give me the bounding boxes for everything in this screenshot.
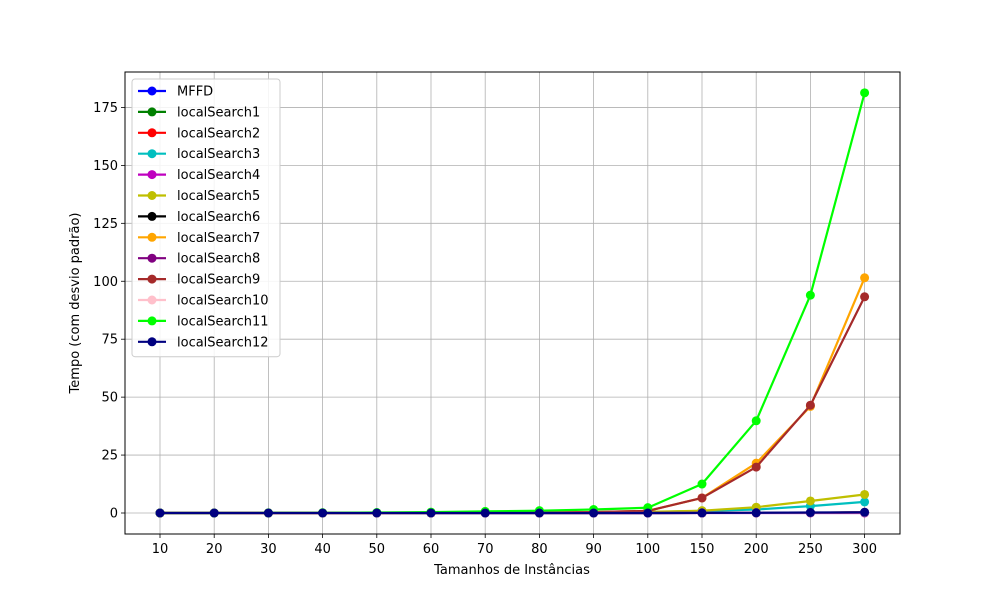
x-tick-label: 200 [744, 542, 769, 557]
x-tick-label: 80 [531, 542, 548, 557]
y-tick-label: 50 [101, 391, 118, 406]
y-tick-label: 75 [101, 333, 118, 348]
data-point [480, 508, 490, 518]
legend-item: localSearch11 [138, 314, 269, 329]
series-lines [155, 88, 870, 518]
legend-label: MFFD [177, 85, 213, 100]
legend-marker [147, 86, 157, 96]
data-point [860, 497, 870, 507]
data-point [805, 508, 815, 518]
data-point [805, 290, 815, 300]
data-point [805, 496, 815, 506]
legend-marker [147, 337, 157, 347]
x-tick-label: 250 [798, 542, 823, 557]
data-point [697, 508, 707, 518]
legend-label: localSearch11 [177, 314, 269, 329]
data-point [860, 489, 870, 499]
x-axis-ticks: 10 20 30 40 50 60 70 80 90 100 150 200 250 300 [152, 534, 877, 557]
y-axis-ticks: 0 25 50 75 100 125 150 175 [93, 101, 125, 522]
legend-marker [147, 274, 157, 284]
data-point [751, 416, 761, 426]
legend-marker [147, 316, 157, 326]
x-tick-label: 90 [585, 542, 602, 557]
y-tick-label: 175 [93, 101, 118, 116]
legend-marker [147, 107, 157, 117]
data-point [209, 508, 219, 518]
x-tick-label: 20 [206, 542, 223, 557]
x-tick-label: 100 [635, 542, 660, 557]
data-point [860, 292, 870, 302]
legend-marker [147, 232, 157, 242]
legend-label: localSearch8 [177, 252, 260, 267]
y-tick-label: 150 [93, 159, 118, 174]
legend-marker [147, 149, 157, 159]
data-point [860, 507, 870, 517]
x-tick-label: 300 [852, 542, 877, 557]
x-tick-label: 50 [369, 542, 386, 557]
legend-item: localSearch1 [138, 105, 260, 120]
legend-marker [147, 211, 157, 221]
legend-item: localSearch5 [138, 189, 260, 204]
x-tick-label: 70 [477, 542, 494, 557]
plot-frame [124, 71, 901, 535]
x-tick-label: 10 [152, 542, 169, 557]
data-point [372, 508, 382, 518]
data-point [426, 508, 436, 518]
series-localSearch12 [155, 507, 870, 518]
y-axis-label: Tempo (com desvio padrão) [68, 213, 83, 395]
legend-label: localSearch9 [177, 273, 260, 288]
x-axis-label: Tamanhos de Instâncias [433, 563, 590, 578]
legend-item: localSearch9 [138, 273, 260, 288]
y-tick-label: 0 [110, 507, 118, 522]
legend-item: localSearch3 [138, 147, 260, 162]
data-point [534, 508, 544, 518]
data-point [155, 508, 165, 518]
legend-item: localSearch10 [138, 294, 269, 309]
x-tick-label: 60 [423, 542, 440, 557]
legend-marker [147, 253, 157, 263]
legend: MFFD localSearch1 localSearch2 localSearch3… [131, 78, 281, 358]
legend-label: localSearch2 [177, 126, 260, 141]
legend-item: MFFD [138, 85, 213, 100]
data-point [697, 479, 707, 489]
data-point [643, 508, 653, 518]
legend-marker [147, 128, 157, 138]
legend-label: localSearch6 [177, 210, 260, 225]
y-tick-label: 100 [93, 275, 118, 290]
x-tick-label: 30 [260, 542, 277, 557]
legend-label: localSearch7 [177, 231, 260, 246]
legend-marker [147, 191, 157, 200]
legend-label: localSearch5 [177, 189, 260, 204]
data-point [589, 508, 599, 518]
legend-label: localSearch3 [177, 147, 260, 162]
data-point [318, 508, 328, 518]
y-tick-label: 125 [93, 217, 118, 232]
data-point [805, 400, 815, 410]
legend-marker [147, 295, 157, 305]
y-tick-label: 25 [101, 449, 118, 464]
legend-item: localSearch2 [138, 126, 260, 141]
x-tick-label: 150 [690, 542, 715, 557]
x-tick-label: 40 [314, 542, 331, 557]
legend-label: localSearch1 [177, 105, 260, 120]
legend-item: localSearch6 [138, 210, 260, 225]
data-point [697, 493, 707, 503]
legend-item: localSearch8 [138, 252, 260, 267]
data-point [860, 273, 870, 283]
legend-item: localSearch7 [138, 231, 260, 246]
legend-item: localSearch12 [138, 335, 269, 350]
legend-label: localSearch4 [177, 168, 260, 183]
data-point [751, 508, 761, 518]
legend-label: localSearch10 [177, 294, 269, 309]
legend-item: localSearch4 [138, 168, 260, 183]
data-point [263, 508, 273, 518]
legend-marker [147, 170, 157, 180]
legend-frame [131, 78, 281, 358]
series-line [160, 511, 865, 515]
data-point [860, 88, 870, 98]
data-point [751, 462, 761, 472]
legend-label: localSearch12 [177, 335, 269, 350]
